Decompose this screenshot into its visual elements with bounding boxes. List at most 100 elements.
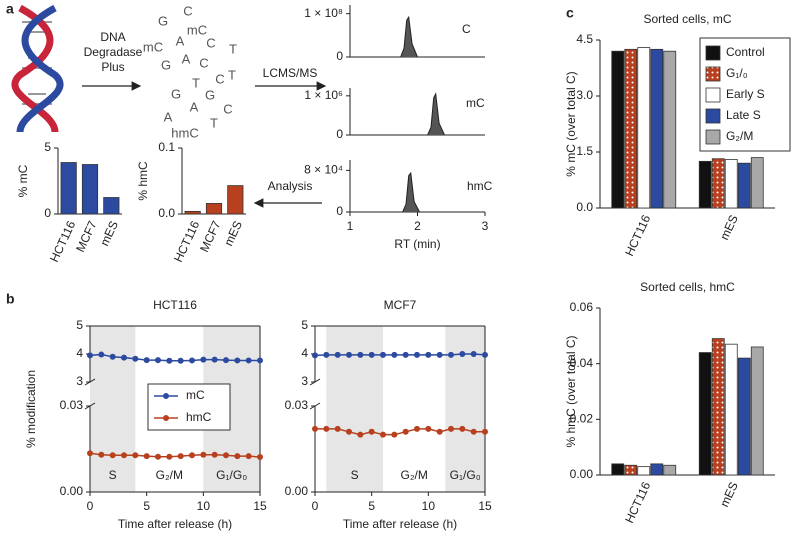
step-label: Analysis [268,179,313,193]
point [346,428,352,435]
point [391,431,398,438]
y-tick-label: 0.1 [158,140,175,154]
point [257,454,263,461]
x-tick-label: MCF7 [197,218,224,254]
legend-label: hmC [186,410,212,424]
bar [663,50,677,209]
chart-title: HCT116 [153,298,197,312]
point [143,357,150,364]
nucleoside: G [205,87,215,102]
bar [711,338,725,476]
bar [624,464,638,476]
y-tick-label: 0.0 [576,200,593,214]
y-tick-label: 0.00 [60,484,84,498]
y-tick-label: 0.06 [570,300,594,314]
nucleoside: C [223,101,232,116]
x-tick-label: mES [97,219,121,248]
legend-label: G₁/₀ [726,66,748,80]
point [166,357,173,364]
point [436,351,443,358]
point [223,452,229,459]
phase-band [383,326,445,492]
point [425,351,432,358]
nucleoside: T [229,41,237,56]
bar [81,164,99,215]
point [177,357,184,364]
point [200,356,207,363]
y-tick-label: 0 [336,127,343,141]
y-tick-label: 3 [76,374,83,388]
point [189,357,195,364]
point [391,351,398,358]
point [143,453,150,460]
point [109,353,116,360]
point [402,428,409,435]
x-tick-label: mES [717,480,741,509]
point [425,425,432,432]
y-tick-label: 4.5 [576,32,593,46]
x-tick-label: 2 [414,219,421,233]
legend-swatch [705,108,721,124]
y-tick-label: 0 [336,49,343,63]
legend-swatch [705,87,721,103]
point [323,425,330,432]
point [448,351,454,358]
x-tick-label: HCT116 [171,218,202,264]
peak-label: C [462,22,471,36]
y-tick-label: 4 [301,346,308,360]
x-tick-label: HCT116 [622,479,653,525]
bar [698,160,712,209]
point [98,451,105,458]
point [482,351,488,358]
y-tick-label: 1 × 10⁶ [304,88,343,102]
bar [724,343,738,476]
legend-label: mC [186,388,205,402]
y-tick-label: 0.03 [285,398,309,412]
x-axis-label: Time after release (h) [343,517,457,531]
x-axis-label: RT (min) [394,237,440,251]
y-tick-label: 5 [76,318,83,332]
bar [611,50,625,209]
y-tick-label: 0.00 [570,467,594,481]
x-tick-label: 5 [143,499,150,513]
point [459,425,466,432]
y-tick-label: 4 [76,346,83,360]
y-tick-label: 5 [301,318,308,332]
bar [184,210,201,215]
point [357,351,364,358]
legend-swatch [705,45,721,61]
y-axis-label: % mC (over total C) [564,71,578,176]
series-line [314,353,486,357]
point [211,451,218,458]
y-tick-label: 3.0 [576,88,593,102]
point [257,357,263,364]
point [200,451,207,458]
point [380,351,386,358]
axis-break [309,402,321,410]
step-label: DNA [100,30,125,44]
x-axis-label: Time after release (h) [118,517,232,531]
point [132,355,139,362]
point [334,351,341,358]
step-label: LCMS/MS [263,66,318,80]
nucleoside: A [190,99,199,114]
x-tick-label: 5 [368,499,375,513]
point [470,428,477,435]
legend-swatch [705,129,721,145]
y-tick-label: 0 [336,204,343,218]
point [155,453,161,460]
bar [60,162,77,215]
point [312,425,318,432]
bar [611,463,625,476]
point [121,354,127,361]
x-tick-label: mES [221,219,245,248]
nucleoside: hmC [171,125,198,140]
legend-swatch [705,66,721,82]
point [166,453,173,460]
point [402,351,409,358]
nucleoside: G [161,57,171,72]
legend-box [147,383,231,431]
x-tick-label: HCT116 [622,212,653,258]
bar [103,197,120,215]
